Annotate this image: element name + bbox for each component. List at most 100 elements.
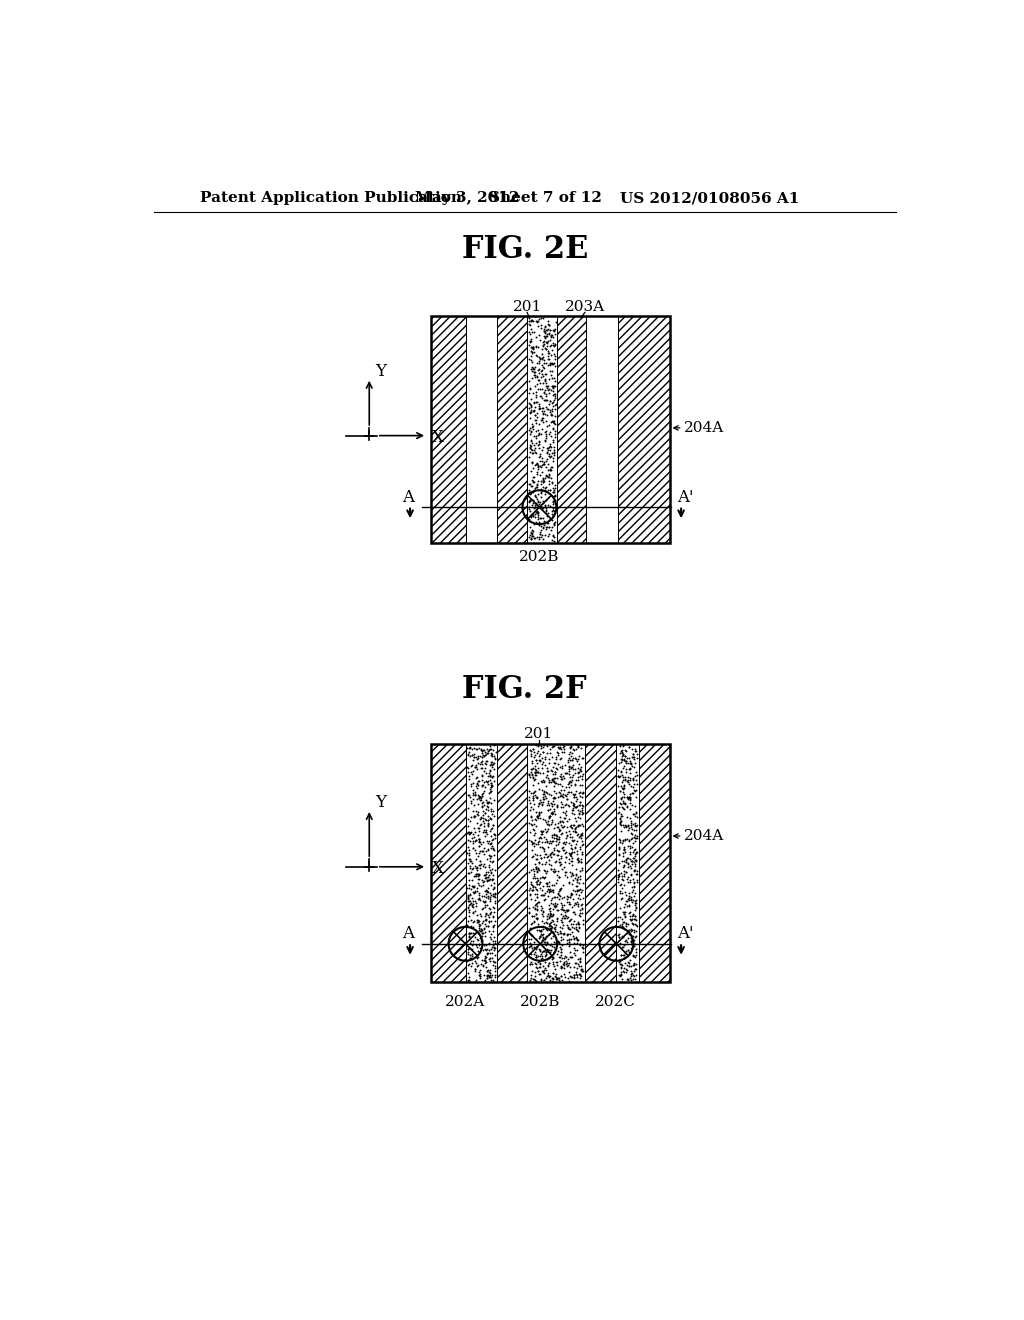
Point bbox=[622, 808, 638, 829]
Point bbox=[559, 913, 575, 935]
Point bbox=[478, 771, 495, 792]
Point bbox=[622, 817, 638, 838]
Point bbox=[526, 780, 543, 801]
Point bbox=[539, 516, 555, 537]
Point bbox=[525, 820, 542, 841]
Point bbox=[466, 826, 482, 847]
Point bbox=[544, 968, 560, 989]
Point bbox=[568, 796, 585, 817]
Point bbox=[541, 465, 557, 486]
Point bbox=[530, 874, 547, 895]
Point bbox=[528, 858, 545, 879]
Point bbox=[544, 892, 560, 913]
Point bbox=[553, 768, 569, 789]
Point bbox=[472, 968, 488, 989]
Point bbox=[532, 379, 549, 400]
Point bbox=[476, 884, 493, 906]
Point bbox=[524, 504, 541, 525]
Point bbox=[460, 821, 476, 842]
Point bbox=[542, 459, 558, 480]
Point bbox=[524, 750, 541, 771]
Point bbox=[542, 906, 558, 927]
Point bbox=[543, 496, 559, 517]
Point bbox=[627, 766, 643, 787]
Point bbox=[521, 878, 538, 899]
Point bbox=[616, 793, 633, 814]
Point bbox=[563, 845, 580, 866]
Point bbox=[537, 809, 553, 830]
Point bbox=[460, 970, 476, 991]
Point bbox=[553, 948, 569, 969]
Point bbox=[570, 849, 587, 870]
Point bbox=[524, 846, 541, 867]
Point bbox=[546, 482, 562, 503]
Point bbox=[540, 795, 556, 816]
Point bbox=[538, 935, 554, 956]
Point bbox=[623, 812, 639, 833]
Point bbox=[479, 795, 496, 816]
Point bbox=[531, 763, 548, 784]
Point bbox=[541, 879, 557, 900]
Point bbox=[541, 907, 557, 928]
Point bbox=[562, 883, 579, 904]
Point bbox=[571, 808, 588, 829]
Point bbox=[568, 875, 585, 896]
Point bbox=[478, 960, 495, 981]
Point bbox=[471, 832, 487, 853]
Point bbox=[540, 956, 556, 977]
Point bbox=[529, 504, 546, 525]
Point bbox=[523, 797, 540, 818]
Point bbox=[478, 751, 495, 772]
Point bbox=[615, 912, 632, 933]
Point bbox=[469, 863, 485, 884]
Point bbox=[530, 805, 547, 826]
Point bbox=[521, 392, 538, 413]
Point bbox=[545, 392, 561, 413]
Point bbox=[551, 818, 567, 840]
Point bbox=[565, 814, 582, 836]
Point bbox=[465, 857, 481, 878]
Point bbox=[473, 919, 489, 940]
Point bbox=[526, 362, 543, 383]
Point bbox=[547, 762, 563, 783]
Point bbox=[460, 886, 476, 907]
Point bbox=[529, 805, 546, 826]
Point bbox=[617, 750, 634, 771]
Point bbox=[544, 812, 560, 833]
Point bbox=[476, 890, 493, 911]
Point bbox=[539, 411, 555, 432]
Point bbox=[538, 450, 554, 471]
Point bbox=[525, 470, 542, 491]
Point bbox=[618, 962, 635, 983]
Point bbox=[461, 927, 477, 948]
Point bbox=[483, 939, 500, 960]
Point bbox=[616, 746, 633, 767]
Point bbox=[460, 898, 476, 919]
Point bbox=[628, 944, 644, 965]
Point bbox=[546, 788, 562, 809]
Point bbox=[540, 397, 556, 418]
Point bbox=[532, 735, 549, 756]
Point bbox=[545, 411, 561, 432]
Point bbox=[565, 759, 582, 780]
Point bbox=[535, 900, 551, 921]
Point bbox=[472, 954, 488, 975]
Point bbox=[474, 855, 490, 876]
Point bbox=[612, 810, 629, 832]
Point bbox=[623, 767, 639, 788]
Point bbox=[553, 941, 569, 962]
Point bbox=[538, 479, 554, 500]
Point bbox=[543, 379, 559, 400]
Point bbox=[527, 486, 544, 507]
Point bbox=[562, 886, 579, 907]
Point bbox=[535, 770, 551, 791]
Point bbox=[567, 818, 584, 840]
Point bbox=[566, 942, 583, 964]
Point bbox=[629, 958, 645, 979]
Point bbox=[527, 527, 544, 548]
Point bbox=[474, 954, 490, 975]
Point bbox=[460, 884, 476, 906]
Point bbox=[470, 923, 486, 944]
Point bbox=[534, 924, 550, 945]
Point bbox=[556, 948, 572, 969]
